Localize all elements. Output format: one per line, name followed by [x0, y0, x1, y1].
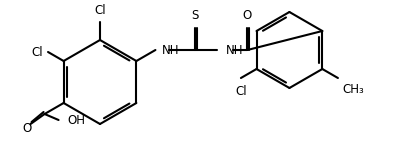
Text: Cl: Cl	[94, 4, 106, 17]
Text: CH₃: CH₃	[342, 83, 364, 96]
Text: OH: OH	[68, 113, 86, 127]
Text: S: S	[192, 9, 199, 22]
Text: O: O	[22, 122, 31, 134]
Text: Cl: Cl	[235, 85, 247, 98]
Text: NH: NH	[225, 43, 243, 57]
Text: Cl: Cl	[31, 46, 43, 58]
Text: O: O	[243, 9, 252, 22]
Text: NH: NH	[162, 43, 179, 57]
